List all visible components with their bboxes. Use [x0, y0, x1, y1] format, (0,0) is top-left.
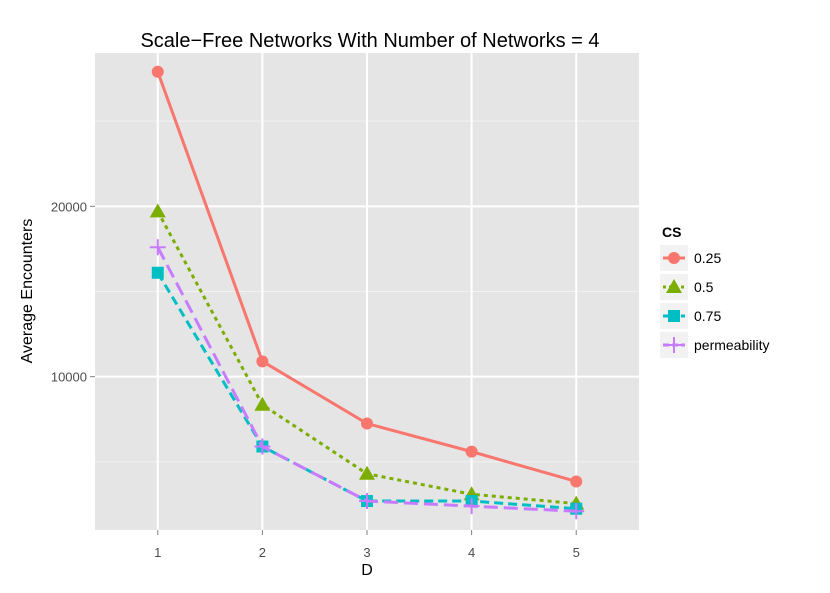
data-point [568, 503, 585, 520]
data-point [463, 498, 480, 515]
legend-item: 0.25 [660, 245, 721, 271]
x-tick-label: 2 [259, 545, 266, 560]
legend-title: CS [662, 224, 681, 240]
x-tick-label: 1 [154, 545, 161, 560]
legend-key-marker [668, 252, 680, 264]
data-point [359, 465, 375, 480]
legend-key-marker [666, 279, 682, 293]
legend-label: 0.25 [694, 250, 721, 266]
data-point [254, 396, 271, 411]
legend-label: 0.5 [694, 279, 714, 295]
data-point [149, 203, 166, 218]
legend-key-marker [666, 337, 682, 353]
data-point [359, 493, 375, 510]
x-tick-label: 5 [573, 545, 580, 560]
legend: CS 0.25 0.5 0.75 permeability [660, 224, 769, 358]
y-tick-label: 10000 [51, 370, 87, 385]
chart-title: Scale−Free Networks With Number of Netwo… [140, 30, 599, 52]
data-point [465, 445, 478, 458]
legend-item: 0.5 [660, 274, 714, 300]
x-axis-ticks: 1 2 3 4 5 [154, 530, 580, 560]
x-axis-title: D [361, 562, 373, 579]
data-point [570, 475, 583, 488]
data-point [151, 266, 164, 279]
data-point [151, 65, 164, 78]
y-axis-title: Average Encounters [19, 219, 36, 364]
series-layer [149, 65, 585, 520]
data-point [256, 355, 269, 368]
data-point [149, 239, 166, 256]
y-tick-label: 20000 [51, 199, 87, 214]
series-permeability [149, 239, 585, 520]
data-point [254, 438, 271, 455]
x-tick-label: 3 [363, 545, 370, 560]
y-axis-ticks: 10000 20000 [51, 199, 95, 385]
legend-label: 0.75 [694, 308, 721, 324]
x-tick-label: 4 [468, 545, 475, 560]
data-point [361, 417, 373, 430]
legend-key-marker [668, 310, 680, 322]
legend-label: permeability [694, 337, 769, 353]
series-0-25 [151, 65, 583, 488]
legend-item: permeability [660, 332, 769, 358]
legend-item: 0.75 [660, 303, 721, 329]
